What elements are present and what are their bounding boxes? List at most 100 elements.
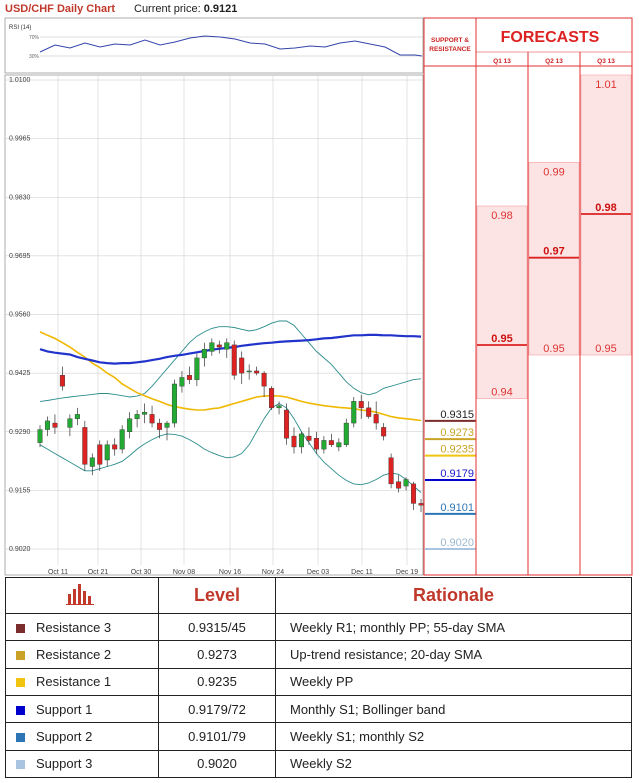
level-name: Resistance 2: [5, 640, 159, 669]
y-tick-label: 0.9425: [9, 370, 31, 377]
x-tick-label: Dec 19: [396, 569, 418, 576]
candle-body: [373, 414, 379, 424]
candle-body: [112, 444, 118, 450]
candle-body: [142, 412, 148, 415]
level-color-swatch: [16, 678, 25, 688]
sr-level-label: 0.9315: [440, 409, 474, 421]
candle-body: [224, 342, 230, 350]
candle-body: [358, 401, 364, 409]
table-chart-icon-cell: [5, 577, 159, 614]
level-value: 0.9179/72: [158, 694, 276, 724]
y-tick-label: 0.9695: [9, 253, 31, 260]
y-tick-label: 0.9965: [9, 136, 31, 143]
level-name-text: Support 3: [36, 756, 93, 772]
chart-header: USD/CHF Daily Chart Current price: 0.912…: [0, 0, 423, 18]
level-value: 0.9235: [158, 667, 276, 696]
candle-body: [336, 442, 342, 448]
x-tick-label: Dec 03: [307, 569, 329, 576]
y-tick-label: 0.9155: [9, 487, 31, 494]
level-name: Support 3: [5, 749, 159, 779]
level-color-swatch: [16, 623, 25, 633]
candle-body: [97, 444, 103, 465]
candle-body: [59, 375, 65, 387]
rsi-level-label: 70%: [29, 35, 40, 41]
level-value: 0.9273: [158, 640, 276, 669]
candle-body: [306, 435, 312, 441]
level-rationale: Weekly S2: [275, 749, 632, 779]
sr-level-label: 0.9235: [440, 444, 474, 456]
forecast-base-label: 0.98: [595, 202, 616, 214]
table-row: Resistance 1 0.9235 Weekly PP: [5, 667, 632, 696]
candle-body: [246, 370, 252, 373]
candle-body: [239, 357, 245, 374]
candle-body: [82, 427, 88, 465]
chart-area: RSI (14) 70% 30% 1.0100 0.9965 0.9830 0.9695 0.…: [4, 17, 633, 576]
candle-body: [276, 405, 282, 409]
level-color-swatch: [16, 705, 25, 715]
forecast-top-label: 0.99: [543, 166, 564, 178]
candle-body: [74, 414, 80, 419]
forecasts-title: FORECASTS: [501, 29, 600, 46]
x-tick-label: Oct 21: [88, 569, 109, 576]
chart-title: USD/CHF Daily Chart: [5, 3, 116, 15]
level-name: Resistance 3: [5, 612, 159, 642]
level-rationale: Monthly S1; Bollinger band: [275, 694, 632, 724]
sma-20-line: [39, 331, 422, 422]
candle-body: [388, 457, 394, 485]
forecast-base-label: 0.97: [543, 246, 564, 258]
sr-level-label: 0.9179: [440, 468, 474, 480]
candle-body: [396, 481, 402, 489]
x-tick-label: Oct 30: [131, 569, 152, 576]
y-tick-label: 0.9830: [9, 194, 31, 201]
candle-body: [351, 401, 357, 424]
candle-body: [209, 342, 215, 352]
price-panel: [4, 74, 424, 576]
x-tick-label: Nov 08: [173, 569, 195, 576]
candle-body: [164, 422, 170, 428]
candle-body: [381, 427, 387, 437]
x-tick-label: Nov 24: [262, 569, 284, 576]
level-name: Support 2: [5, 722, 159, 751]
table-row: Resistance 3 0.9315/45 Weekly R1; monthly …: [5, 612, 632, 642]
table-row: Support 2 0.9101/79 Weekly S1; monthly S2: [5, 722, 632, 751]
bollinger-lower-line: [39, 402, 422, 493]
rsi-label: RSI (14): [9, 25, 31, 31]
candle-body: [37, 429, 43, 443]
candle-body: [298, 433, 304, 448]
level-value: 0.9315/45: [158, 612, 276, 642]
current-price-value: 0.9121: [203, 3, 238, 15]
level-rationale: Weekly R1; monthly PP; 55-day SMA: [275, 612, 632, 642]
level-name-text: Resistance 3: [36, 619, 112, 635]
candle-body: [411, 483, 417, 504]
candle-body: [194, 357, 200, 380]
candle-body: [89, 457, 95, 467]
rsi-panel: [4, 17, 424, 74]
bar-chart-icon: [66, 584, 94, 605]
level-color-swatch: [16, 650, 25, 660]
levels-table: Level Rationale Resistance 3 0.9315/45 Wee…: [5, 577, 632, 779]
candle-body: [119, 429, 125, 450]
y-tick-label: 0.9020: [9, 546, 31, 553]
table-header-rationale: Rationale: [275, 577, 632, 614]
candle-body: [366, 407, 372, 417]
table-row: Support 1 0.9179/72 Monthly S1; Bollinger …: [5, 694, 632, 724]
table-header-level: Level: [158, 577, 276, 614]
level-value: 0.9101/79: [158, 722, 276, 751]
level-rationale: Weekly PP: [275, 667, 632, 696]
candle-body: [171, 383, 177, 424]
forecast-range-box: [580, 74, 632, 356]
forecast-column-header: Q1 13: [493, 58, 511, 65]
rsi-line: [39, 35, 423, 57]
candle-body: [328, 440, 334, 445]
y-tick-label: 0.9560: [9, 312, 31, 319]
current-price-label: Current price:: [134, 3, 201, 15]
candle-body: [134, 414, 140, 419]
rsi-level-label: 30%: [29, 54, 40, 60]
table-row: Resistance 2 0.9273 Up-trend resistance; 2…: [5, 640, 632, 669]
candle-body: [201, 349, 207, 359]
forecast-range-box: [528, 162, 580, 356]
candle-body: [261, 372, 267, 387]
candle-body: [179, 377, 185, 387]
x-tick-label: Dec 11: [351, 569, 373, 576]
candle-body: [216, 344, 222, 348]
